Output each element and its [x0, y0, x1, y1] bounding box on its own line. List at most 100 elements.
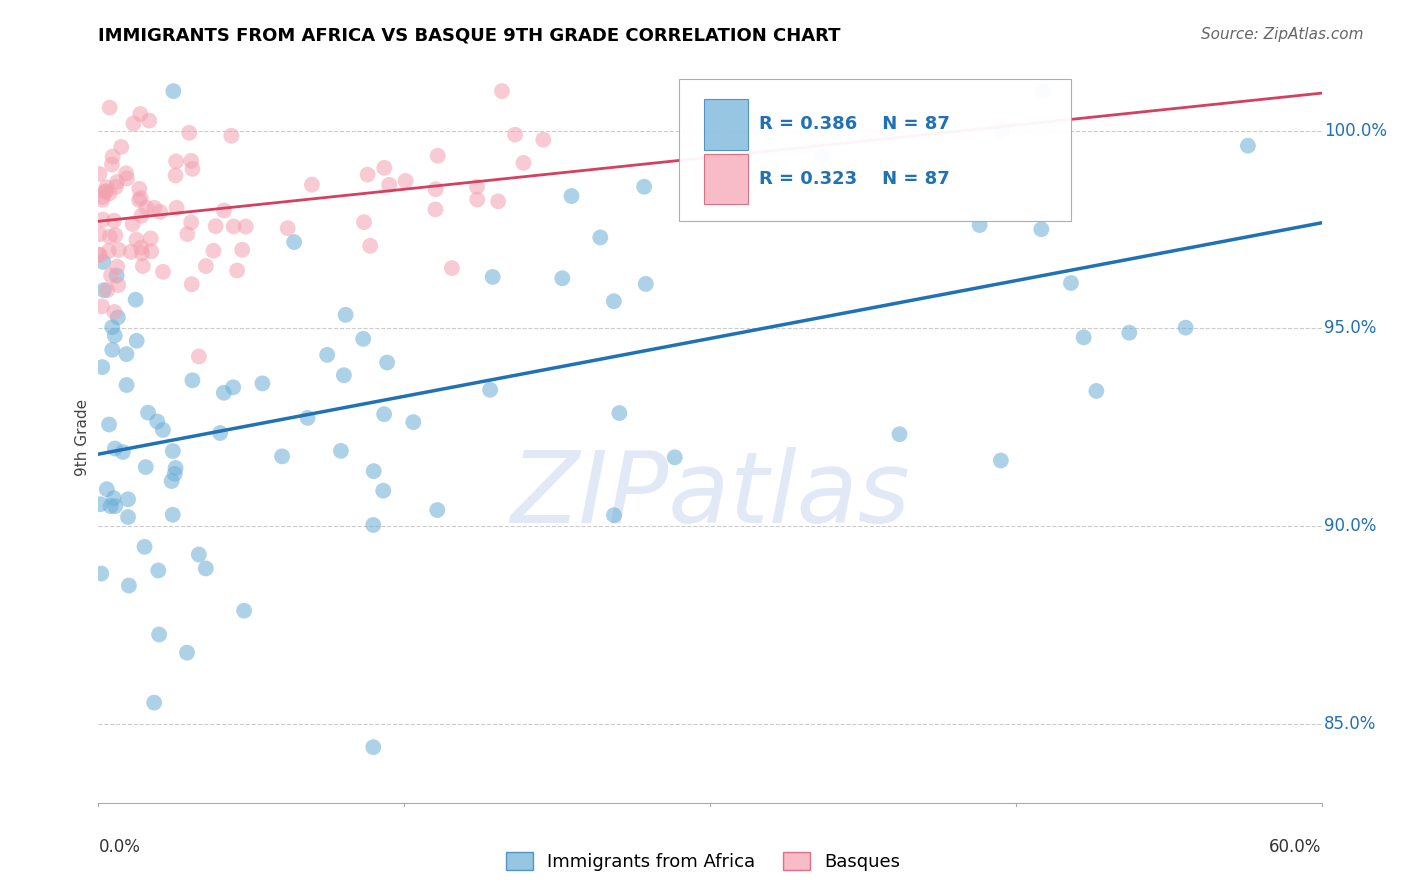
Point — [222, 219, 245, 234]
Point — [353, 215, 375, 229]
Point — [1118, 326, 1140, 340]
Point — [91, 360, 114, 375]
Point — [98, 186, 121, 201]
Point — [115, 171, 138, 186]
Point — [603, 508, 626, 523]
Point — [110, 140, 132, 154]
Point — [179, 126, 201, 140]
Point — [166, 201, 188, 215]
Point — [100, 499, 122, 513]
Point — [1174, 320, 1197, 334]
Point — [333, 368, 356, 383]
Point — [301, 178, 323, 192]
Point — [329, 443, 352, 458]
Point — [118, 578, 141, 592]
Point — [283, 235, 305, 249]
Point — [125, 233, 148, 247]
Point — [187, 548, 209, 562]
Point — [212, 385, 235, 400]
Point — [97, 244, 120, 258]
Point — [181, 373, 204, 387]
Point — [352, 332, 374, 346]
Point — [395, 174, 418, 188]
Point — [148, 627, 170, 641]
Point — [101, 320, 124, 334]
Point — [359, 239, 381, 253]
Point — [426, 149, 449, 163]
Point — [889, 427, 911, 442]
Point — [139, 231, 162, 245]
Point — [146, 415, 169, 429]
Point — [94, 184, 117, 198]
Point — [141, 244, 163, 259]
Point — [252, 376, 274, 391]
Point — [335, 308, 357, 322]
Point — [98, 417, 121, 432]
Point — [101, 157, 124, 171]
Point — [115, 347, 138, 361]
Point — [221, 128, 243, 143]
Point — [181, 161, 204, 176]
Point — [89, 167, 111, 181]
Point — [378, 178, 401, 192]
Point — [375, 355, 398, 369]
Point — [212, 203, 235, 218]
Point — [107, 310, 129, 325]
Text: IMMIGRANTS FROM AFRICA VS BASQUE 9TH GRADE CORRELATION CHART: IMMIGRANTS FROM AFRICA VS BASQUE 9TH GRA… — [98, 27, 841, 45]
Point — [180, 277, 202, 292]
Point — [104, 328, 127, 343]
Point — [120, 244, 142, 259]
Point — [152, 265, 174, 279]
Point — [121, 217, 143, 231]
Point — [152, 423, 174, 437]
Point — [101, 343, 124, 357]
Point — [1031, 84, 1053, 98]
Point — [107, 278, 129, 293]
Point — [204, 219, 226, 234]
Point — [176, 227, 198, 241]
Y-axis label: 9th Grade: 9th Grade — [75, 399, 90, 475]
Point — [131, 209, 153, 223]
Point — [103, 213, 125, 227]
Point — [194, 259, 217, 273]
Text: 100.0%: 100.0% — [1324, 121, 1388, 140]
FancyBboxPatch shape — [704, 99, 748, 150]
Point — [134, 540, 156, 554]
Point — [135, 460, 157, 475]
Point — [100, 268, 122, 283]
Text: ZIPatlas: ZIPatlas — [510, 447, 910, 544]
Point — [363, 464, 385, 478]
Point — [143, 201, 166, 215]
Point — [316, 348, 339, 362]
Point — [235, 219, 257, 234]
Text: 85.0%: 85.0% — [1324, 714, 1376, 732]
Point — [90, 566, 112, 581]
Point — [115, 166, 138, 180]
Point — [105, 268, 128, 283]
Point — [117, 492, 139, 507]
Point — [103, 491, 125, 505]
Point — [180, 215, 202, 229]
Point — [373, 483, 395, 498]
Legend: Immigrants from Africa, Basques: Immigrants from Africa, Basques — [499, 845, 907, 879]
Text: Source: ZipAtlas.com: Source: ZipAtlas.com — [1201, 27, 1364, 42]
Point — [124, 293, 146, 307]
Point — [425, 202, 447, 217]
Text: 60.0%: 60.0% — [1270, 838, 1322, 856]
Point — [209, 425, 232, 440]
Point — [990, 123, 1012, 137]
Point — [98, 101, 121, 115]
Point — [93, 283, 115, 297]
Point — [226, 263, 249, 277]
Point — [162, 508, 184, 522]
Point — [138, 113, 160, 128]
Point — [131, 246, 153, 260]
Point — [162, 84, 184, 98]
Point — [136, 406, 159, 420]
Point — [96, 482, 118, 496]
Point — [103, 305, 125, 319]
Point — [589, 230, 612, 244]
Point — [990, 453, 1012, 467]
Point — [132, 259, 155, 273]
Point — [115, 378, 138, 392]
